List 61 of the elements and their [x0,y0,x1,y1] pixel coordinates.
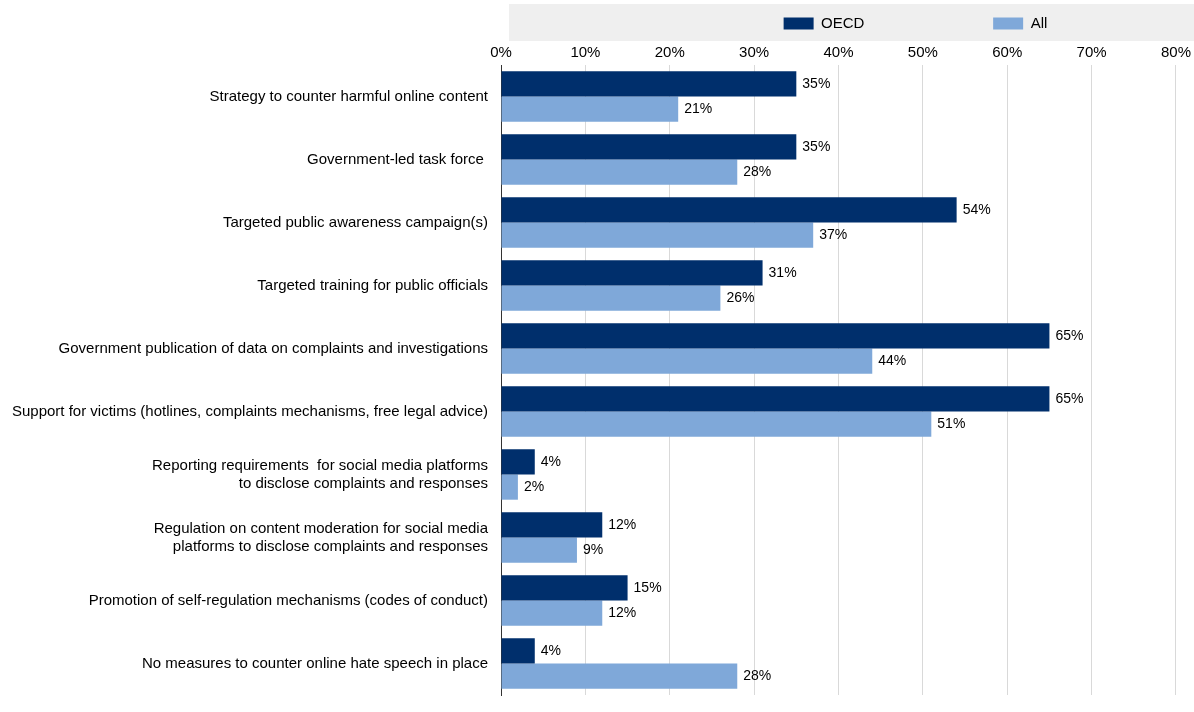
bar [501,323,1050,349]
x-tick-label: 20% [654,43,685,61]
data-label: 12% [608,603,637,620]
legend-label: All [1030,13,1164,31]
bar [501,386,1050,412]
data-label: 65% [1055,326,1084,343]
x-tick-label: 30% [739,43,770,61]
bar [501,600,603,626]
x-tick-label: 0% [490,43,512,61]
bar [501,222,814,248]
x-tick-label: 60% [992,43,1023,61]
data-label: 35% [802,137,831,154]
bar [501,197,957,223]
bar [501,575,628,601]
bar [501,159,738,185]
y-tick-label: Government-led task force [307,149,489,167]
data-label: 44% [878,351,907,368]
data-label: 28% [743,666,772,683]
y-tick-label: Regulation on content moderation for social media platforms to disclose complaints and responses [153,518,489,554]
bar [501,71,797,97]
data-label: 54% [962,200,991,217]
y-tick-label: Reporting requirements for social media platforms to disclose complaints and responses [152,455,489,491]
x-tick-label: 40% [823,43,854,61]
data-label: 37% [819,225,848,242]
y-tick-label: Promotion of self-regulation mechanisms (codes of conduct) [88,590,489,608]
data-label: 4% [540,452,562,469]
x-tick-label: 70% [1076,43,1107,61]
bar [501,537,577,563]
bar [501,663,738,689]
bar [501,260,763,286]
y-tick-label: Government publication of data on complaints and investigations [58,338,489,356]
data-label: 31% [768,263,797,280]
bar [501,96,679,122]
data-label: 26% [726,288,755,305]
data-label: 4% [540,641,562,658]
data-label: 2% [523,477,545,494]
bar [501,285,721,311]
data-label: 35% [802,74,831,91]
y-tick-label: Support for victims (hotlines, complaints mechanisms, free legal advice) [11,401,489,419]
data-label: 21% [684,99,713,116]
bar [501,474,518,500]
data-label: 65% [1055,389,1084,406]
data-label: 15% [633,578,662,595]
x-tick-label: 80% [1160,43,1191,61]
y-tick-label: No measures to counter online hate speech in place [141,653,489,671]
x-tick-label: 50% [907,43,938,61]
x-tick-label: 10% [570,43,601,61]
y-tick-label: Strategy to counter harmful online content [209,86,489,104]
bar [501,348,873,374]
y-tick-label: Targeted public awareness campaign(s) [222,212,489,230]
bar [501,512,603,538]
data-label: 51% [937,414,966,431]
bar [501,134,797,160]
data-label: 9% [582,540,604,557]
bar [501,638,535,664]
bar [501,411,932,437]
y-tick-label: Targeted training for public officials [257,275,489,293]
data-label: 12% [608,515,637,532]
data-label: 28% [743,162,772,179]
legend-label: OECD [821,13,982,31]
bar [501,449,535,475]
